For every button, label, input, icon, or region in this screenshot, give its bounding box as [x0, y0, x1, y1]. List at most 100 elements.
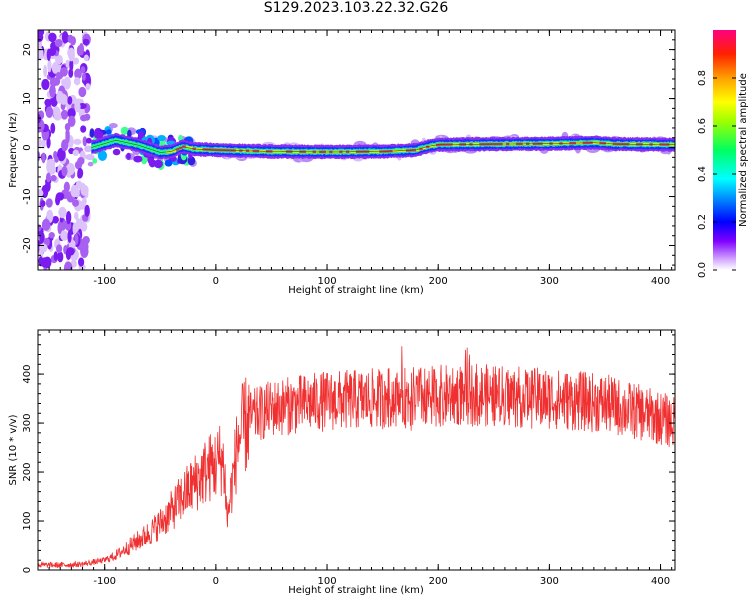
ridge-core-mark: [435, 143, 440, 147]
noise-blob: [64, 80, 71, 88]
colorbar-gradient: [713, 30, 736, 270]
y-tick-label: 0: [22, 567, 33, 573]
noise-blob: [66, 162, 76, 176]
y-tick-label: 10: [22, 92, 33, 105]
signal-blob: [112, 148, 121, 156]
colorbar-tick-label: 0.2: [697, 214, 708, 230]
noise-blob: [67, 34, 74, 44]
snr-ylabel: SNR (10 * v/v): [8, 414, 19, 485]
noise-blob: [74, 233, 79, 245]
noise-blob: [46, 158, 56, 169]
signal-blob: [153, 159, 163, 169]
signal-blob: [120, 126, 129, 135]
noise-blob: [56, 244, 63, 254]
x-tick-label: 400: [651, 276, 670, 287]
ridge-core-mark: [189, 146, 193, 150]
noise-blob: [75, 180, 83, 189]
ridge-line: [91, 139, 675, 153]
y-tick-label: 20: [22, 43, 33, 56]
noise-blob: [61, 165, 68, 177]
signal-blob: [106, 129, 112, 135]
noise-blob: [41, 218, 51, 231]
ridge-core-mark: [425, 145, 430, 149]
halo-blob: [87, 161, 94, 167]
snr-panel: -100 0 100 200 300 400 0 100 200 300 400 Height of…: [8, 329, 676, 596]
noise-blob: [73, 77, 81, 86]
noise-blob: [57, 251, 64, 263]
noise-blob: [45, 172, 51, 183]
noise-blob: [65, 210, 72, 225]
noise-blob: [72, 222, 78, 235]
noise-blob: [50, 122, 56, 134]
signal-blob: [126, 152, 131, 160]
halo-blob: [85, 154, 95, 161]
x-tick-label: 0: [213, 576, 219, 587]
x-tick-label: 400: [651, 576, 670, 587]
snr-xlabel: Height of straight line (km): [288, 585, 424, 596]
noise-blob: [39, 231, 45, 244]
noise-blob: [78, 42, 85, 56]
noise-blob: [38, 141, 42, 149]
noise-blob: [67, 115, 76, 127]
noise-blob: [68, 68, 74, 78]
noise-blob: [49, 84, 56, 98]
signal-blob: [133, 155, 143, 163]
y-tick-label: 100: [22, 511, 33, 530]
x-tick-label: 200: [429, 576, 448, 587]
colorbar-label: Normalized spectral amplitude: [738, 73, 749, 227]
signal-blob: [89, 128, 95, 138]
noise-blob: [78, 86, 87, 98]
noise-blob: [74, 188, 81, 198]
noise-blob: [46, 48, 51, 61]
noise-blob: [65, 248, 72, 260]
colorbar-tick-label: 0.4: [697, 166, 708, 182]
x-tick-label: -100: [93, 576, 116, 587]
noise-blob: [72, 57, 80, 65]
colorbar-tick-label: 0.8: [697, 70, 708, 86]
noise-blob: [74, 102, 81, 111]
noise-blob: [44, 98, 52, 107]
noise-blob: [82, 198, 87, 205]
y-tick-label: 200: [22, 462, 33, 481]
snr-ticks: -100 0 100 200 300 400 0 100 200 300 400: [22, 330, 675, 587]
noise-blob: [40, 200, 46, 207]
noise-blob: [74, 68, 82, 80]
noise-blob: [80, 66, 86, 74]
noise-blob: [82, 136, 88, 147]
halo-blob: [84, 145, 93, 153]
noise-blob: [84, 204, 90, 217]
snr-series-line: [38, 346, 675, 568]
noise-blob: [45, 198, 53, 208]
noise-blob: [67, 107, 76, 119]
y-tick-label: 0: [22, 144, 33, 150]
noise-blob: [38, 32, 44, 42]
signal-blob: [93, 130, 104, 140]
signal-blob: [149, 161, 155, 168]
noise-blob: [72, 199, 80, 207]
noise-blob: [48, 32, 57, 43]
noise-blob: [50, 174, 57, 182]
spectrogram-frame: [37, 29, 676, 271]
noise-blob: [45, 106, 54, 118]
noise-blob: [40, 257, 50, 268]
noise-blob: [77, 157, 85, 166]
noise-blob: [59, 93, 68, 105]
ridge-core-mark: [175, 148, 180, 151]
noise-blob: [46, 136, 51, 149]
spectrogram-heat-marks: [38, 30, 675, 270]
noise-blob: [67, 230, 72, 243]
signal-blob: [166, 140, 176, 146]
noise-blob: [65, 59, 70, 68]
x-tick-label: 100: [317, 576, 336, 587]
noise-blob: [72, 149, 79, 156]
spectrogram-ylabel: Frequency (Hz): [8, 112, 19, 188]
noise-blob: [38, 189, 44, 198]
noise-blob: [80, 244, 89, 258]
noise-blob: [65, 130, 70, 144]
signal-blob: [97, 150, 108, 161]
noise-blob: [53, 77, 61, 86]
y-tick-label: 400: [22, 365, 33, 384]
noise-blob: [73, 138, 82, 145]
y-tick-label: -20: [22, 237, 33, 253]
